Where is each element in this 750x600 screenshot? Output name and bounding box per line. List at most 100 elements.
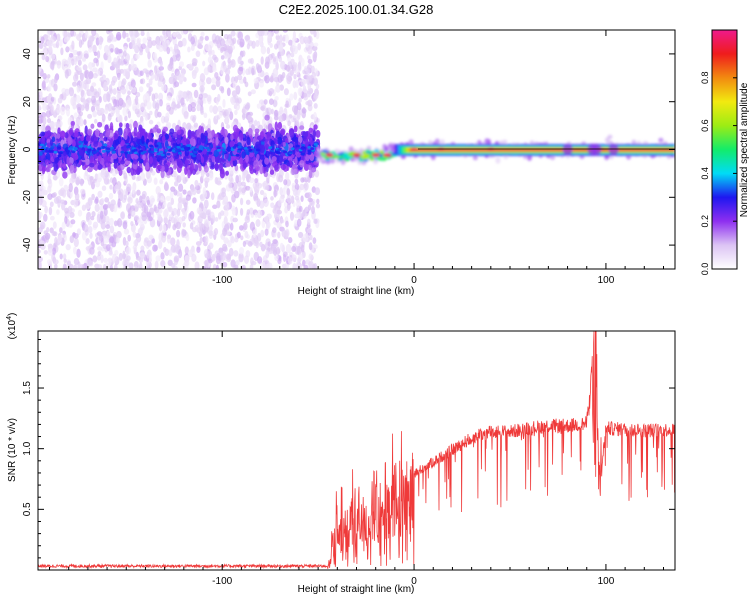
heatmap-cell [99,210,104,220]
heatmap-cell [202,186,206,195]
heatmap-cell [125,122,130,129]
heatmap-cell [247,91,252,97]
heatmap-cell [306,218,311,226]
heatmap-cell [61,189,67,198]
heatmap-cell [93,57,99,64]
heatmap-cell [313,42,319,47]
heatmap-cell [211,253,216,262]
heatmap-cell [125,84,129,92]
heatmap-cell [98,233,103,242]
heatmap-cell [154,72,159,82]
heatmap-cell [192,197,197,204]
heatmap-cell [43,42,47,48]
heatmap-cell [277,121,283,130]
heatmap-cell [313,78,318,86]
heatmap-cell [220,210,225,216]
heatmap-cell [204,235,209,245]
heatmap-cell [264,74,270,84]
heatmap-cell [173,189,178,196]
heatmap-cell [152,127,158,133]
heatmap-cell [162,30,166,36]
heatmap-cell [289,128,295,138]
heatmap-cell [187,103,193,113]
heatmap-cell [85,158,90,166]
heatmap-cell [89,246,95,255]
heatmap-cell [222,200,226,206]
heatmap-cell [173,180,179,187]
heatmap-cell [84,30,89,39]
heatmap-cell [149,110,153,116]
heatmap-cell [247,114,253,121]
heatmap-cell [67,205,73,215]
heatmap-cell [220,129,225,136]
heatmap-cell [293,91,298,101]
heatmap-cell [285,100,289,108]
heatmap-cell [118,114,123,124]
heatmap-cell [256,103,262,109]
heatmap-cell [263,192,267,199]
heatmap-cell [133,120,138,130]
heatmap-cell [146,251,150,259]
heatmap-cell [184,166,188,175]
heatmap-cell [78,118,84,127]
heatmap-cell [228,166,234,175]
heatmap-cell [105,128,111,137]
heatmap-cell [61,58,68,65]
heatmap-cell [282,187,286,197]
heatmap-cell [108,192,114,200]
heatmap-cell [131,39,136,50]
heatmap-cell [91,30,96,35]
heatmap-cell [183,105,188,112]
heatmap-cell [50,35,56,43]
heatmap-cell [198,231,203,238]
heatmap-cell [217,194,221,200]
heatmap-cell [235,174,239,184]
heatmap-cell [220,55,225,60]
heatmap-cell [249,221,256,231]
heatmap-cell [157,111,162,118]
heatmap-cell [126,166,132,174]
heatmap-cell [86,257,92,267]
heatmap-cell [259,80,264,88]
heatmap-cell [161,84,167,92]
heatmap-cell [88,226,93,234]
heatmap-cell [41,166,47,172]
heatmap-cell [196,137,202,146]
heatmap-cell [284,34,289,44]
heatmap-cell [100,197,105,204]
heatmap-cell [228,173,233,183]
heatmap-cell [246,209,251,216]
heatmap-cell [109,48,114,53]
heatmap-cell [212,66,217,72]
heatmap-cell [256,198,261,208]
heatmap-cell [255,40,260,47]
heatmap-cell [110,199,116,206]
heatmap-cell [266,213,272,220]
heatmap-cell [107,258,112,267]
heatmap-cell [300,177,305,183]
heatmap-cell [85,238,90,245]
heatmap-cell [106,38,112,43]
heatmap-cell [90,85,95,93]
heatmap-cell [153,204,157,212]
heatmap-cell [187,129,192,139]
heatmap-cell [225,52,230,59]
heatmap-cell [239,132,244,141]
heatmap-cell [148,119,154,125]
heatmap-cell [270,243,276,252]
heatmap-cell [309,234,313,241]
heatmap-cell [52,247,57,255]
heatmap-cell [292,62,298,68]
heatmap-cell [283,88,289,96]
heatmap-cell [154,65,158,75]
heatmap-cell [55,41,60,49]
heatmap-cell [292,188,298,197]
heatmap-cell [129,30,134,37]
heatmap-cell [162,224,167,234]
heatmap-cell [147,51,151,60]
heatmap-cell [128,262,134,269]
heatmap-cell [208,172,214,181]
heatmap-cell [230,156,237,161]
heatmap-cell [101,113,106,123]
